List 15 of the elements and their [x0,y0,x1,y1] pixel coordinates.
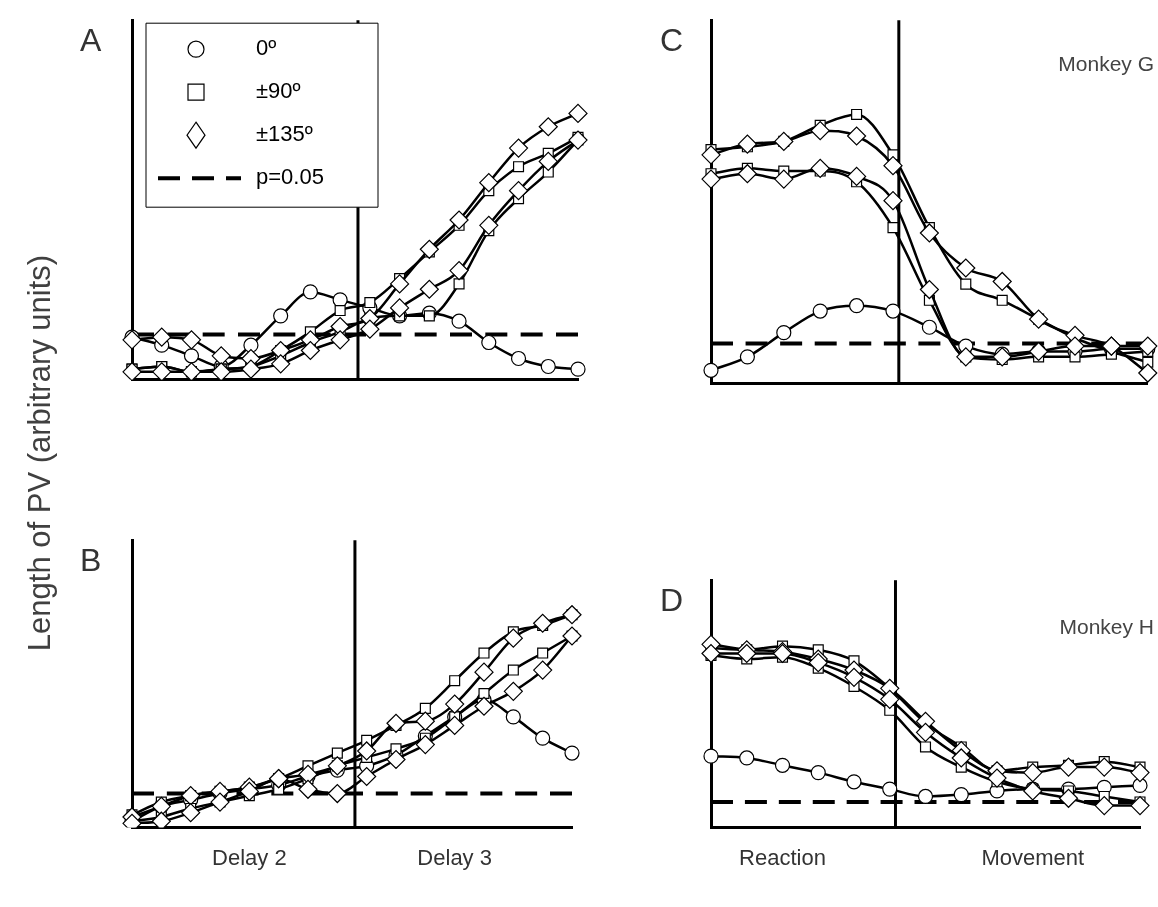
legend-label: ±135º [256,121,313,147]
chart-title: A [80,22,102,59]
y-axis-title: Length of PV (arbitrary units) [22,254,58,652]
legend-label: p=0.05 [256,164,324,190]
legend-label: 0º [256,35,277,61]
text: Monkey G [1058,52,1154,76]
chart-title: B [80,542,102,579]
x-tick-label: Reaction [739,844,826,870]
x-tick-label: Delay 3 [417,844,492,870]
x-tick-label: Movement [981,844,1085,870]
text: Monkey H [1059,615,1154,639]
legend-label: ±90º [256,78,301,104]
chart-title: C [660,22,684,59]
chart-title: D [660,582,684,619]
x-tick-label: Delay 2 [212,844,287,870]
